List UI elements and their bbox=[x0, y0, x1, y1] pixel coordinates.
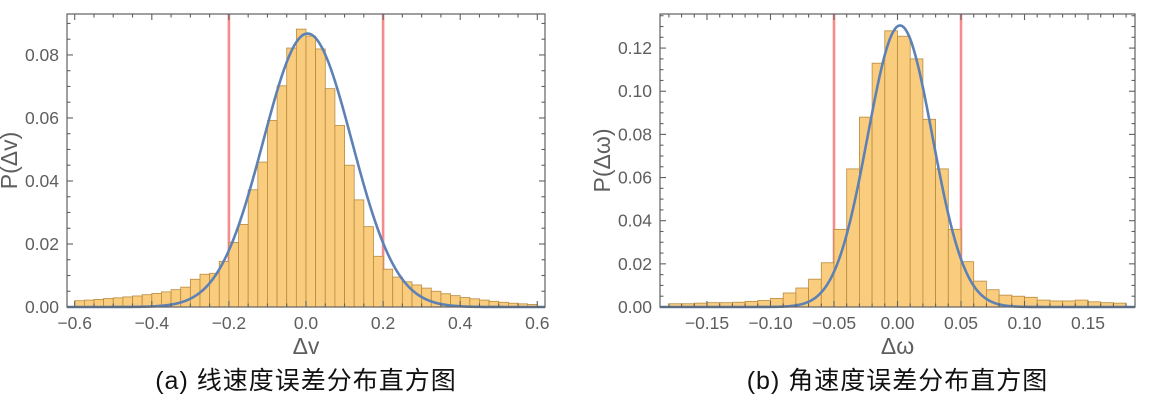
x-tick-label: −0.10 bbox=[748, 313, 793, 333]
histogram-bar bbox=[267, 120, 278, 308]
x-tick-label: 0.0 bbox=[294, 313, 319, 333]
histogram-bar bbox=[228, 242, 239, 308]
histogram-bar bbox=[315, 48, 326, 308]
histogram-bar bbox=[344, 164, 355, 308]
histogram-bar bbox=[132, 295, 143, 308]
y-tick-label: 0.02 bbox=[25, 234, 59, 254]
y-tick-label: 0.06 bbox=[25, 108, 59, 128]
histogram-bar bbox=[353, 199, 365, 308]
caption-a: (a) 线速度误差分布直方图 bbox=[155, 367, 457, 395]
y-tick-label: 0.04 bbox=[618, 211, 652, 231]
histogram-bar bbox=[247, 189, 259, 308]
histogram-bar bbox=[909, 58, 924, 308]
histogram-bar bbox=[392, 276, 403, 308]
y-tick-label: 0.08 bbox=[618, 124, 652, 144]
y-tick-label: 0.12 bbox=[618, 38, 652, 58]
x-tick-label: 0.00 bbox=[880, 313, 914, 333]
histogram-bar bbox=[257, 161, 268, 308]
chart-angular-velocity: −0.15 −0.10 −0.05 0.00 0.05 0.10 0.15 0.00 0.02 0… bbox=[589, 13, 1136, 359]
x-tick-label: −0.6 bbox=[57, 313, 92, 333]
caption-b: (b) 角速度误差分布直方图 bbox=[746, 367, 1049, 395]
y-tick-label: 0.00 bbox=[25, 297, 59, 317]
x-tick-label: 0.05 bbox=[944, 313, 978, 333]
y-tick-label: 0.10 bbox=[618, 81, 652, 101]
histogram-bar bbox=[305, 35, 317, 308]
histogram-bar bbox=[363, 226, 374, 308]
histogram-bar bbox=[373, 255, 384, 308]
y-tick-label: 0.04 bbox=[25, 171, 59, 191]
histogram-bar bbox=[180, 286, 191, 308]
y-axis-label: P(Δv) bbox=[0, 132, 22, 190]
histogram-bar bbox=[334, 125, 345, 308]
x-tick-label: −0.4 bbox=[135, 313, 170, 333]
x-tick-label: 0.4 bbox=[448, 313, 473, 333]
x-tick-label: 0.10 bbox=[1007, 313, 1041, 333]
histogram-bar bbox=[295, 28, 307, 308]
histogram-bar bbox=[276, 85, 288, 308]
y-axis-label: P(Δω) bbox=[589, 129, 615, 193]
y-tick-label: 0.06 bbox=[618, 168, 652, 188]
histogram-bar bbox=[112, 297, 124, 308]
histogram-bar bbox=[884, 30, 898, 308]
histogram-bar bbox=[324, 88, 336, 308]
y-tick-label: 0.02 bbox=[618, 254, 652, 274]
x-tick-label: −0.05 bbox=[812, 313, 856, 333]
histogram-bar bbox=[141, 294, 153, 308]
histogram-bar bbox=[382, 268, 394, 308]
x-tick-label: −0.2 bbox=[212, 313, 247, 333]
histogram-bar bbox=[897, 35, 911, 308]
histogram-bar bbox=[238, 224, 249, 308]
x-axis-label: Δv bbox=[293, 333, 320, 359]
x-tick-label: 0.2 bbox=[371, 313, 395, 333]
x-tick-label: −0.15 bbox=[685, 313, 729, 333]
x-tick-label: 0.6 bbox=[525, 313, 549, 333]
histogram-bar bbox=[286, 47, 297, 308]
y-tick-label: 0.00 bbox=[618, 297, 652, 317]
histogram-bar bbox=[1024, 296, 1038, 308]
x-axis-label: Δω bbox=[881, 333, 914, 359]
chart-linear-velocity: −0.6 −0.4 −0.2 0.0 0.2 0.4 0.6 0.00 0.02 0.04 0.06… bbox=[0, 13, 549, 359]
y-tick-label: 0.08 bbox=[25, 45, 59, 65]
x-tick-label: 0.15 bbox=[1071, 313, 1105, 333]
histogram-bar bbox=[122, 296, 133, 308]
